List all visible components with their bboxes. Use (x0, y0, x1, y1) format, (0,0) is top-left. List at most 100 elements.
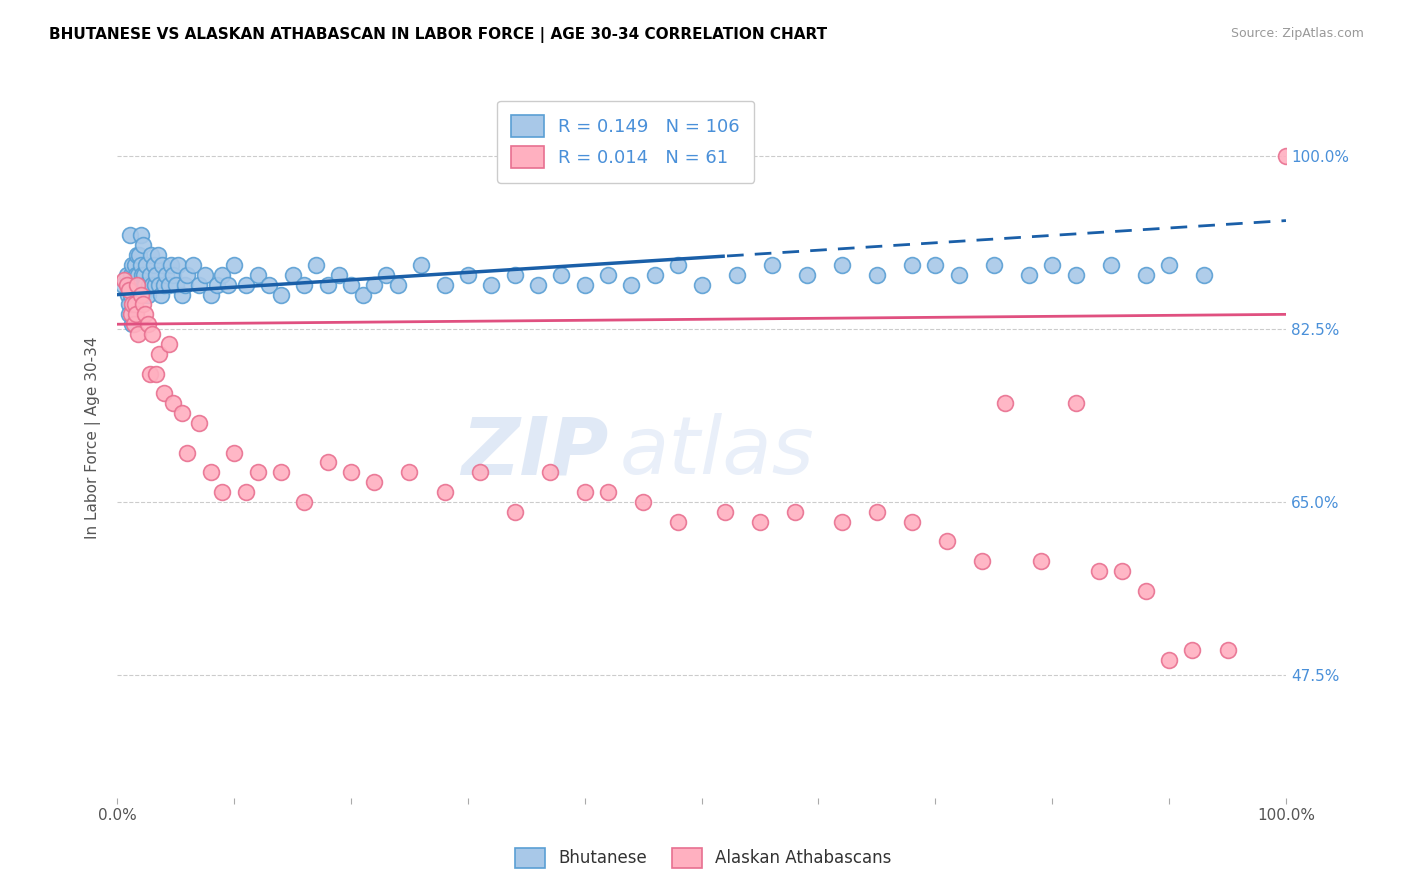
Point (122, 317, 145, 331)
Point (115, 277, 138, 292)
Point (375, 268, 398, 282)
Point (127, 277, 149, 292)
Point (132, 297, 155, 311)
Point (125, 307, 148, 321)
Point (142, 258, 165, 272)
Point (866, 505, 889, 519)
Point (246, 268, 269, 282)
Point (340, 465, 363, 479)
Point (270, 287, 292, 301)
Point (170, 287, 193, 301)
Point (550, 268, 572, 282)
Point (217, 277, 239, 292)
Point (120, 287, 142, 301)
Point (120, 307, 142, 321)
Text: BHUTANESE VS ALASKAN ATHABASCAN IN LABOR FORCE | AGE 30-34 CORRELATION CHART: BHUTANESE VS ALASKAN ATHABASCAN IN LABOR… (49, 27, 827, 43)
Point (121, 277, 143, 292)
Point (924, 258, 946, 272)
Point (127, 287, 149, 301)
Point (141, 327, 163, 342)
Point (129, 258, 152, 272)
Point (127, 327, 149, 342)
Point (1099, 258, 1122, 272)
Point (148, 248, 170, 262)
Point (121, 317, 143, 331)
Point (503, 505, 526, 519)
Point (1192, 268, 1215, 282)
Point (666, 515, 689, 529)
Point (1111, 564, 1133, 578)
Point (115, 268, 138, 282)
Point (235, 277, 257, 292)
Point (125, 287, 148, 301)
Point (118, 307, 141, 321)
Point (292, 277, 315, 292)
Point (644, 268, 666, 282)
Point (363, 277, 385, 292)
Text: ZIP: ZIP (461, 413, 609, 491)
Point (136, 317, 159, 331)
Point (785, 505, 807, 519)
Point (121, 258, 143, 272)
Point (128, 277, 150, 292)
Point (994, 396, 1017, 410)
Point (901, 258, 924, 272)
Point (831, 515, 853, 529)
Point (363, 475, 385, 490)
Point (181, 258, 204, 272)
Point (129, 287, 152, 301)
Point (145, 268, 167, 282)
Point (761, 258, 783, 272)
Point (128, 248, 150, 262)
Point (340, 277, 363, 292)
Point (134, 277, 156, 292)
Point (257, 277, 280, 292)
Point (1159, 653, 1181, 667)
Point (134, 307, 156, 321)
Point (1135, 268, 1157, 282)
Point (468, 465, 491, 479)
Point (352, 287, 374, 301)
Point (135, 258, 157, 272)
Point (631, 495, 654, 509)
Point (1275, 149, 1298, 163)
Point (149, 287, 172, 301)
Point (211, 485, 233, 500)
Point (125, 268, 148, 282)
Point (124, 258, 146, 272)
Point (1018, 268, 1040, 282)
Point (141, 277, 163, 292)
Point (205, 277, 228, 292)
Point (117, 287, 139, 301)
Point (143, 277, 166, 292)
Point (121, 297, 143, 311)
Point (122, 277, 145, 292)
Point (127, 248, 149, 262)
Point (112, 273, 135, 287)
Point (155, 268, 177, 282)
Point (598, 485, 620, 500)
Legend: Bhutanese, Alaskan Athabascans: Bhutanese, Alaskan Athabascans (508, 841, 898, 875)
Point (170, 406, 193, 420)
Point (138, 277, 160, 292)
Point (148, 277, 170, 292)
Point (433, 277, 456, 292)
Point (122, 297, 145, 311)
Point (574, 277, 596, 292)
Point (120, 277, 142, 292)
Point (246, 465, 269, 479)
Point (118, 297, 141, 311)
Point (749, 515, 772, 529)
Point (176, 268, 198, 282)
Point (457, 268, 479, 282)
Point (1064, 396, 1087, 410)
Point (948, 268, 970, 282)
Point (112, 277, 135, 292)
Point (574, 485, 596, 500)
Point (131, 268, 153, 282)
Point (328, 268, 350, 282)
Point (725, 268, 748, 282)
Point (167, 258, 190, 272)
Point (134, 268, 156, 282)
Point (1159, 258, 1181, 272)
